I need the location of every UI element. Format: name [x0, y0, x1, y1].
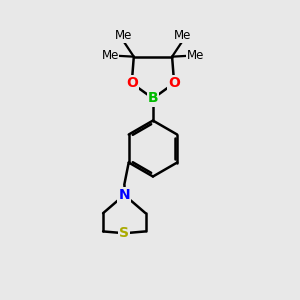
Text: S: S: [119, 226, 129, 240]
Text: Me: Me: [174, 29, 191, 42]
Text: Me: Me: [101, 50, 119, 62]
Text: O: O: [126, 76, 138, 90]
Text: B: B: [148, 92, 158, 106]
Text: N: N: [118, 188, 130, 202]
Text: Me: Me: [187, 50, 204, 62]
Text: O: O: [168, 76, 180, 90]
Text: Me: Me: [115, 29, 132, 42]
